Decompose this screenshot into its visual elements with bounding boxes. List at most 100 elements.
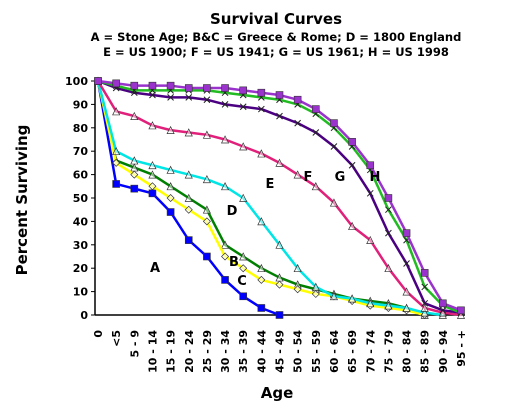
series-label: D <box>227 204 238 219</box>
marker <box>329 198 339 207</box>
y-tick-label: 30 <box>73 239 89 252</box>
marker <box>348 294 357 303</box>
marker <box>366 299 375 308</box>
marker <box>148 160 157 170</box>
y-tick-label: 40 <box>73 215 89 228</box>
marker <box>257 304 266 312</box>
x-tick-label: 45 - 49 <box>274 330 287 373</box>
y-tick-label: 80 <box>73 122 89 135</box>
marker <box>184 128 193 137</box>
marker <box>385 229 392 237</box>
marker <box>420 308 429 317</box>
marker <box>457 306 465 315</box>
marker <box>275 91 284 99</box>
x-tick-label: 10 - 14 <box>146 330 159 373</box>
marker <box>348 221 357 230</box>
marker <box>384 263 393 273</box>
marker <box>202 217 211 226</box>
marker <box>257 263 266 273</box>
chart-title: Survival Curves <box>210 10 342 28</box>
marker <box>420 303 429 312</box>
marker <box>184 170 193 179</box>
marker <box>384 301 393 310</box>
marker <box>311 282 320 291</box>
x-axis-label: Age <box>261 384 294 402</box>
series <box>94 77 429 319</box>
marker <box>112 79 120 88</box>
x-tick-label: 95 - + <box>455 330 468 367</box>
marker <box>203 84 211 92</box>
marker <box>130 184 139 193</box>
y-tick-label: 10 <box>73 286 89 299</box>
marker <box>221 276 229 284</box>
marker <box>293 285 302 294</box>
x-tick-label: 15 - 19 <box>165 330 178 373</box>
marker <box>202 174 211 184</box>
x-tick-label: 80 - 84 <box>401 330 414 373</box>
x-tick-label: 65 - 69 <box>346 330 359 373</box>
marker <box>421 299 429 307</box>
marker <box>148 121 157 130</box>
marker <box>148 182 157 191</box>
marker <box>257 217 266 226</box>
marker <box>239 142 248 151</box>
marker <box>148 81 157 90</box>
marker <box>293 263 302 273</box>
chart-subtitle: A = Stone Age; B&C = Greece & Rome; D = … <box>91 30 462 44</box>
x-tick-label: 70 - 74 <box>364 330 377 373</box>
marker <box>220 135 230 144</box>
marker <box>385 206 392 214</box>
x-tick-label: 35 - 39 <box>237 330 250 373</box>
marker <box>203 252 211 261</box>
marker <box>166 208 175 216</box>
marker <box>275 158 284 167</box>
marker <box>130 111 139 120</box>
marker <box>203 96 211 104</box>
x-tick-label: 55 - 59 <box>310 330 323 373</box>
marker <box>166 81 175 90</box>
marker <box>330 143 338 150</box>
marker <box>184 236 193 244</box>
marker <box>184 205 193 214</box>
series-label: A <box>150 261 160 276</box>
marker <box>166 125 175 134</box>
series-label: G <box>335 170 346 185</box>
marker <box>257 105 265 113</box>
line <box>96 80 444 317</box>
y-tick-label: 70 <box>73 145 89 158</box>
series-label: B <box>229 255 239 270</box>
y-tick-label: 60 <box>73 169 89 182</box>
marker <box>220 240 230 249</box>
marker <box>276 112 283 120</box>
x-tick-label: 30 - 34 <box>219 330 232 373</box>
marker <box>275 280 284 289</box>
marker <box>148 189 157 198</box>
marker <box>366 189 374 197</box>
marker <box>239 292 247 301</box>
y-tick-label: 100 <box>65 75 88 88</box>
marker <box>112 107 121 116</box>
marker <box>185 94 193 101</box>
marker <box>312 129 320 136</box>
marker <box>239 193 248 202</box>
x-tick-label: 75 - 79 <box>382 330 395 373</box>
marker <box>112 146 121 156</box>
x-tick-label: <5 <box>110 330 123 347</box>
marker <box>257 88 266 97</box>
marker <box>202 130 211 139</box>
marker <box>239 103 247 111</box>
marker <box>366 161 375 170</box>
marker <box>130 170 139 179</box>
marker <box>384 194 393 202</box>
marker <box>167 94 174 101</box>
x-tick-label: 50 - 54 <box>292 330 305 373</box>
series <box>94 77 284 319</box>
x-tick-label: 5 - 9 <box>128 330 141 358</box>
marker <box>239 264 248 273</box>
series-label: E <box>266 177 275 192</box>
chart-subtitle: E = US 1900; F = US 1941; G = US 1961; H… <box>103 45 449 59</box>
marker <box>275 240 284 249</box>
series-label: H <box>370 170 381 185</box>
marker <box>239 252 248 261</box>
